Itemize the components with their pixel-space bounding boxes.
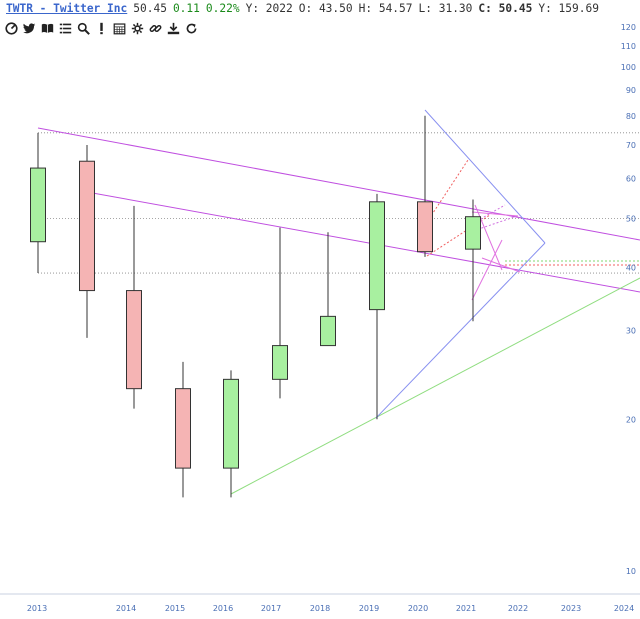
dotted-pink-fan-2 — [469, 204, 506, 226]
candle-body[interactable] — [126, 290, 142, 390]
pink-fan-4 — [481, 257, 521, 273]
close-key: C: — [478, 2, 492, 15]
low-value: L: 31.30 — [418, 2, 473, 15]
x-tick-label: 2016 — [213, 604, 233, 613]
reference-lines — [38, 132, 640, 274]
high-value: H: 54.57 — [358, 2, 413, 15]
candle-body[interactable] — [175, 388, 191, 469]
y-tick-label: 90 — [626, 86, 636, 95]
y-axis: 10 20 30 40 50 60 70 80 90 100 110 120 — [621, 23, 636, 576]
trendline-purple-upper — [37, 127, 640, 241]
x-axis: 2013 2014 2015 2016 2017 2018 2019 2020 2021 2022… — [0, 593, 640, 613]
candle-body[interactable] — [320, 315, 336, 347]
book-icon[interactable] — [40, 21, 55, 36]
y-tick-label: 40 — [626, 264, 636, 273]
trendline-green-support — [230, 277, 640, 495]
x-tick-label: 2015 — [165, 604, 185, 613]
candle-body[interactable] — [272, 345, 288, 380]
y-tick-label: 110 — [621, 42, 636, 51]
price-change: 0.11 — [172, 2, 200, 15]
x-tick-label: 2017 — [261, 604, 281, 613]
quote-header: TWTR - Twitter Inc 50.45 0.11 0.22% Y: 2022 O… — [0, 0, 640, 18]
trendlines — [37, 109, 640, 495]
alert-icon[interactable] — [94, 21, 109, 36]
candle-body[interactable] — [223, 378, 239, 469]
x-tick-label: 2023 — [561, 604, 581, 613]
y-tick-label: 120 — [621, 23, 636, 32]
x-tick-label: 2019 — [359, 604, 379, 613]
close-value: 50.45 — [498, 2, 533, 15]
calendar-icon[interactable] — [112, 21, 127, 36]
price-change-percent: 0.22% — [205, 2, 240, 15]
trendline-purple-lower — [86, 191, 640, 293]
x-tick-label: 2022 — [508, 604, 528, 613]
x-tick-label: 2018 — [310, 604, 330, 613]
y-tick-label: 80 — [626, 112, 636, 121]
last-price: 50.45 — [133, 2, 167, 15]
volume-value: Y: 159.69 — [538, 2, 599, 15]
y-tick-label: 30 — [626, 326, 636, 335]
y-tick-label: 20 — [626, 415, 636, 424]
pink-fan-1 — [471, 239, 503, 301]
pink-fan-3 — [471, 211, 519, 217]
open-value: O: 43.50 — [298, 2, 353, 15]
chart-toolbar — [4, 19, 199, 37]
period-year: Y: 2022 — [245, 2, 293, 15]
dotted-red-lower — [426, 214, 491, 257]
candle-body[interactable] — [79, 160, 95, 292]
twitter-icon[interactable] — [22, 21, 37, 36]
download-icon[interactable] — [166, 21, 181, 36]
search-icon[interactable] — [76, 21, 91, 36]
y-tick-label: 50 — [626, 215, 636, 224]
settings-icon[interactable] — [130, 21, 145, 36]
y-tick-label: 70 — [626, 141, 636, 150]
candle-body[interactable] — [369, 201, 385, 311]
candle-body[interactable] — [465, 216, 481, 250]
ticker-link[interactable]: TWTR - Twitter Inc — [6, 2, 128, 15]
candle-body[interactable] — [417, 201, 433, 253]
list-icon[interactable] — [58, 21, 73, 36]
y-tick-label: 60 — [626, 175, 636, 184]
candles — [30, 115, 481, 498]
x-tick-label: 2021 — [456, 604, 476, 613]
refresh-icon[interactable] — [184, 21, 199, 36]
x-tick-label: 2024 — [614, 604, 634, 613]
link-icon[interactable] — [148, 21, 163, 36]
y-tick-label: 100 — [621, 63, 636, 72]
y-tick-label: 10 — [626, 567, 636, 576]
dotted-red-upper — [426, 159, 469, 223]
x-tick-label: 2020 — [408, 604, 428, 613]
trendline-blue-upper — [424, 109, 546, 244]
dashboard-icon[interactable] — [4, 21, 19, 36]
x-tick-label: 2013 — [27, 604, 47, 613]
pink-fan-2 — [474, 204, 503, 271]
trendline-blue-lower — [375, 242, 546, 419]
candle-body[interactable] — [30, 167, 46, 243]
x-tick-label: 2014 — [116, 604, 136, 613]
